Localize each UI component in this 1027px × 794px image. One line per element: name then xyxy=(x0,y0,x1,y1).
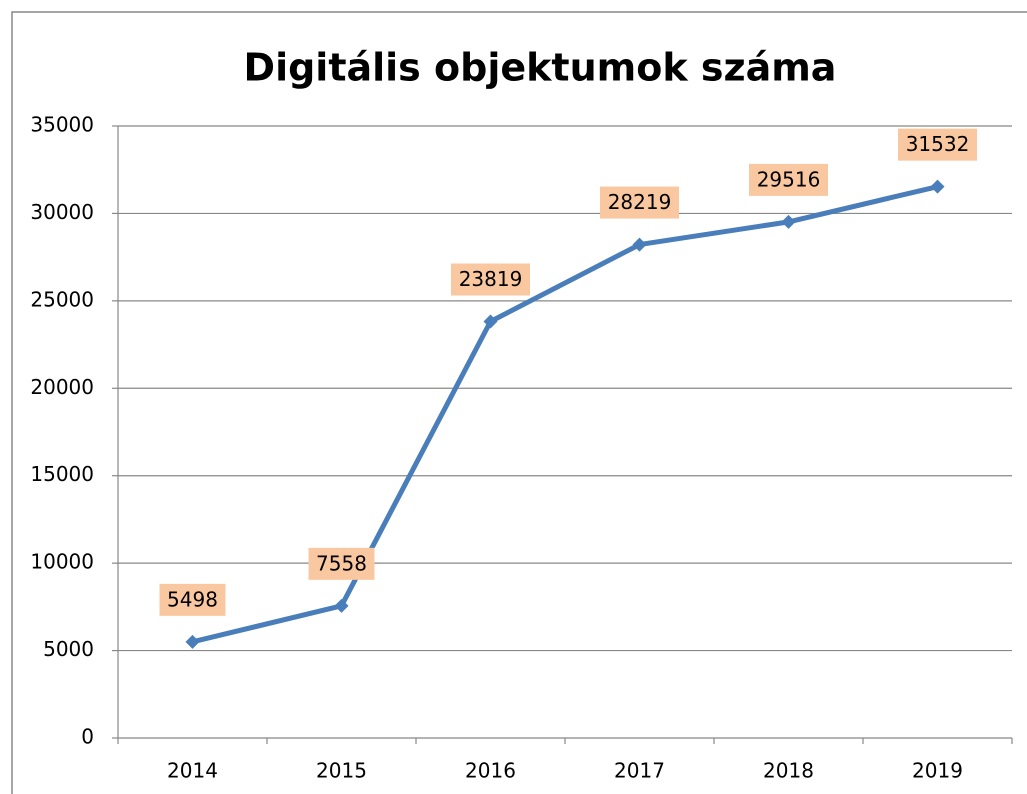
data-label-bg xyxy=(898,128,977,161)
y-tick-label: 15000 xyxy=(30,462,94,486)
y-tick-label: 35000 xyxy=(30,113,94,137)
data-label-bg xyxy=(749,163,828,196)
series-line xyxy=(191,184,939,645)
data-label-bg xyxy=(308,547,375,580)
data-label: 5498 xyxy=(167,587,218,611)
marker xyxy=(185,634,200,649)
data-label: 28219 xyxy=(608,190,672,214)
chart-frame xyxy=(11,11,1027,794)
data-label-bg xyxy=(159,583,226,616)
data-label-bg xyxy=(451,263,530,296)
y-tick-label: 10000 xyxy=(30,550,94,574)
y-tick-label: 5000 xyxy=(43,637,94,661)
marker xyxy=(930,179,945,194)
marker xyxy=(781,214,796,229)
data-label: 29516 xyxy=(757,167,821,191)
x-tick-label: 2014 xyxy=(167,759,218,783)
data-label: 7558 xyxy=(316,551,367,575)
chart-title: Digitális objektumok száma xyxy=(244,46,837,90)
data-label: 23819 xyxy=(459,267,523,291)
x-tick-label: 2016 xyxy=(465,759,516,783)
marker xyxy=(334,598,349,613)
y-tick-label: 20000 xyxy=(30,375,94,399)
x-tick-label: 2015 xyxy=(316,759,367,783)
marker xyxy=(483,314,498,329)
data-label-bg xyxy=(600,186,679,219)
y-tick-label: 25000 xyxy=(30,287,94,311)
marker xyxy=(632,237,647,252)
data-label: 31532 xyxy=(906,132,970,156)
x-tick-label: 2018 xyxy=(763,759,814,783)
x-tick-label: 2019 xyxy=(912,759,963,783)
x-tick-label: 2017 xyxy=(614,759,665,783)
y-tick-label: 0 xyxy=(81,725,94,749)
y-tick-label: 30000 xyxy=(30,200,94,224)
